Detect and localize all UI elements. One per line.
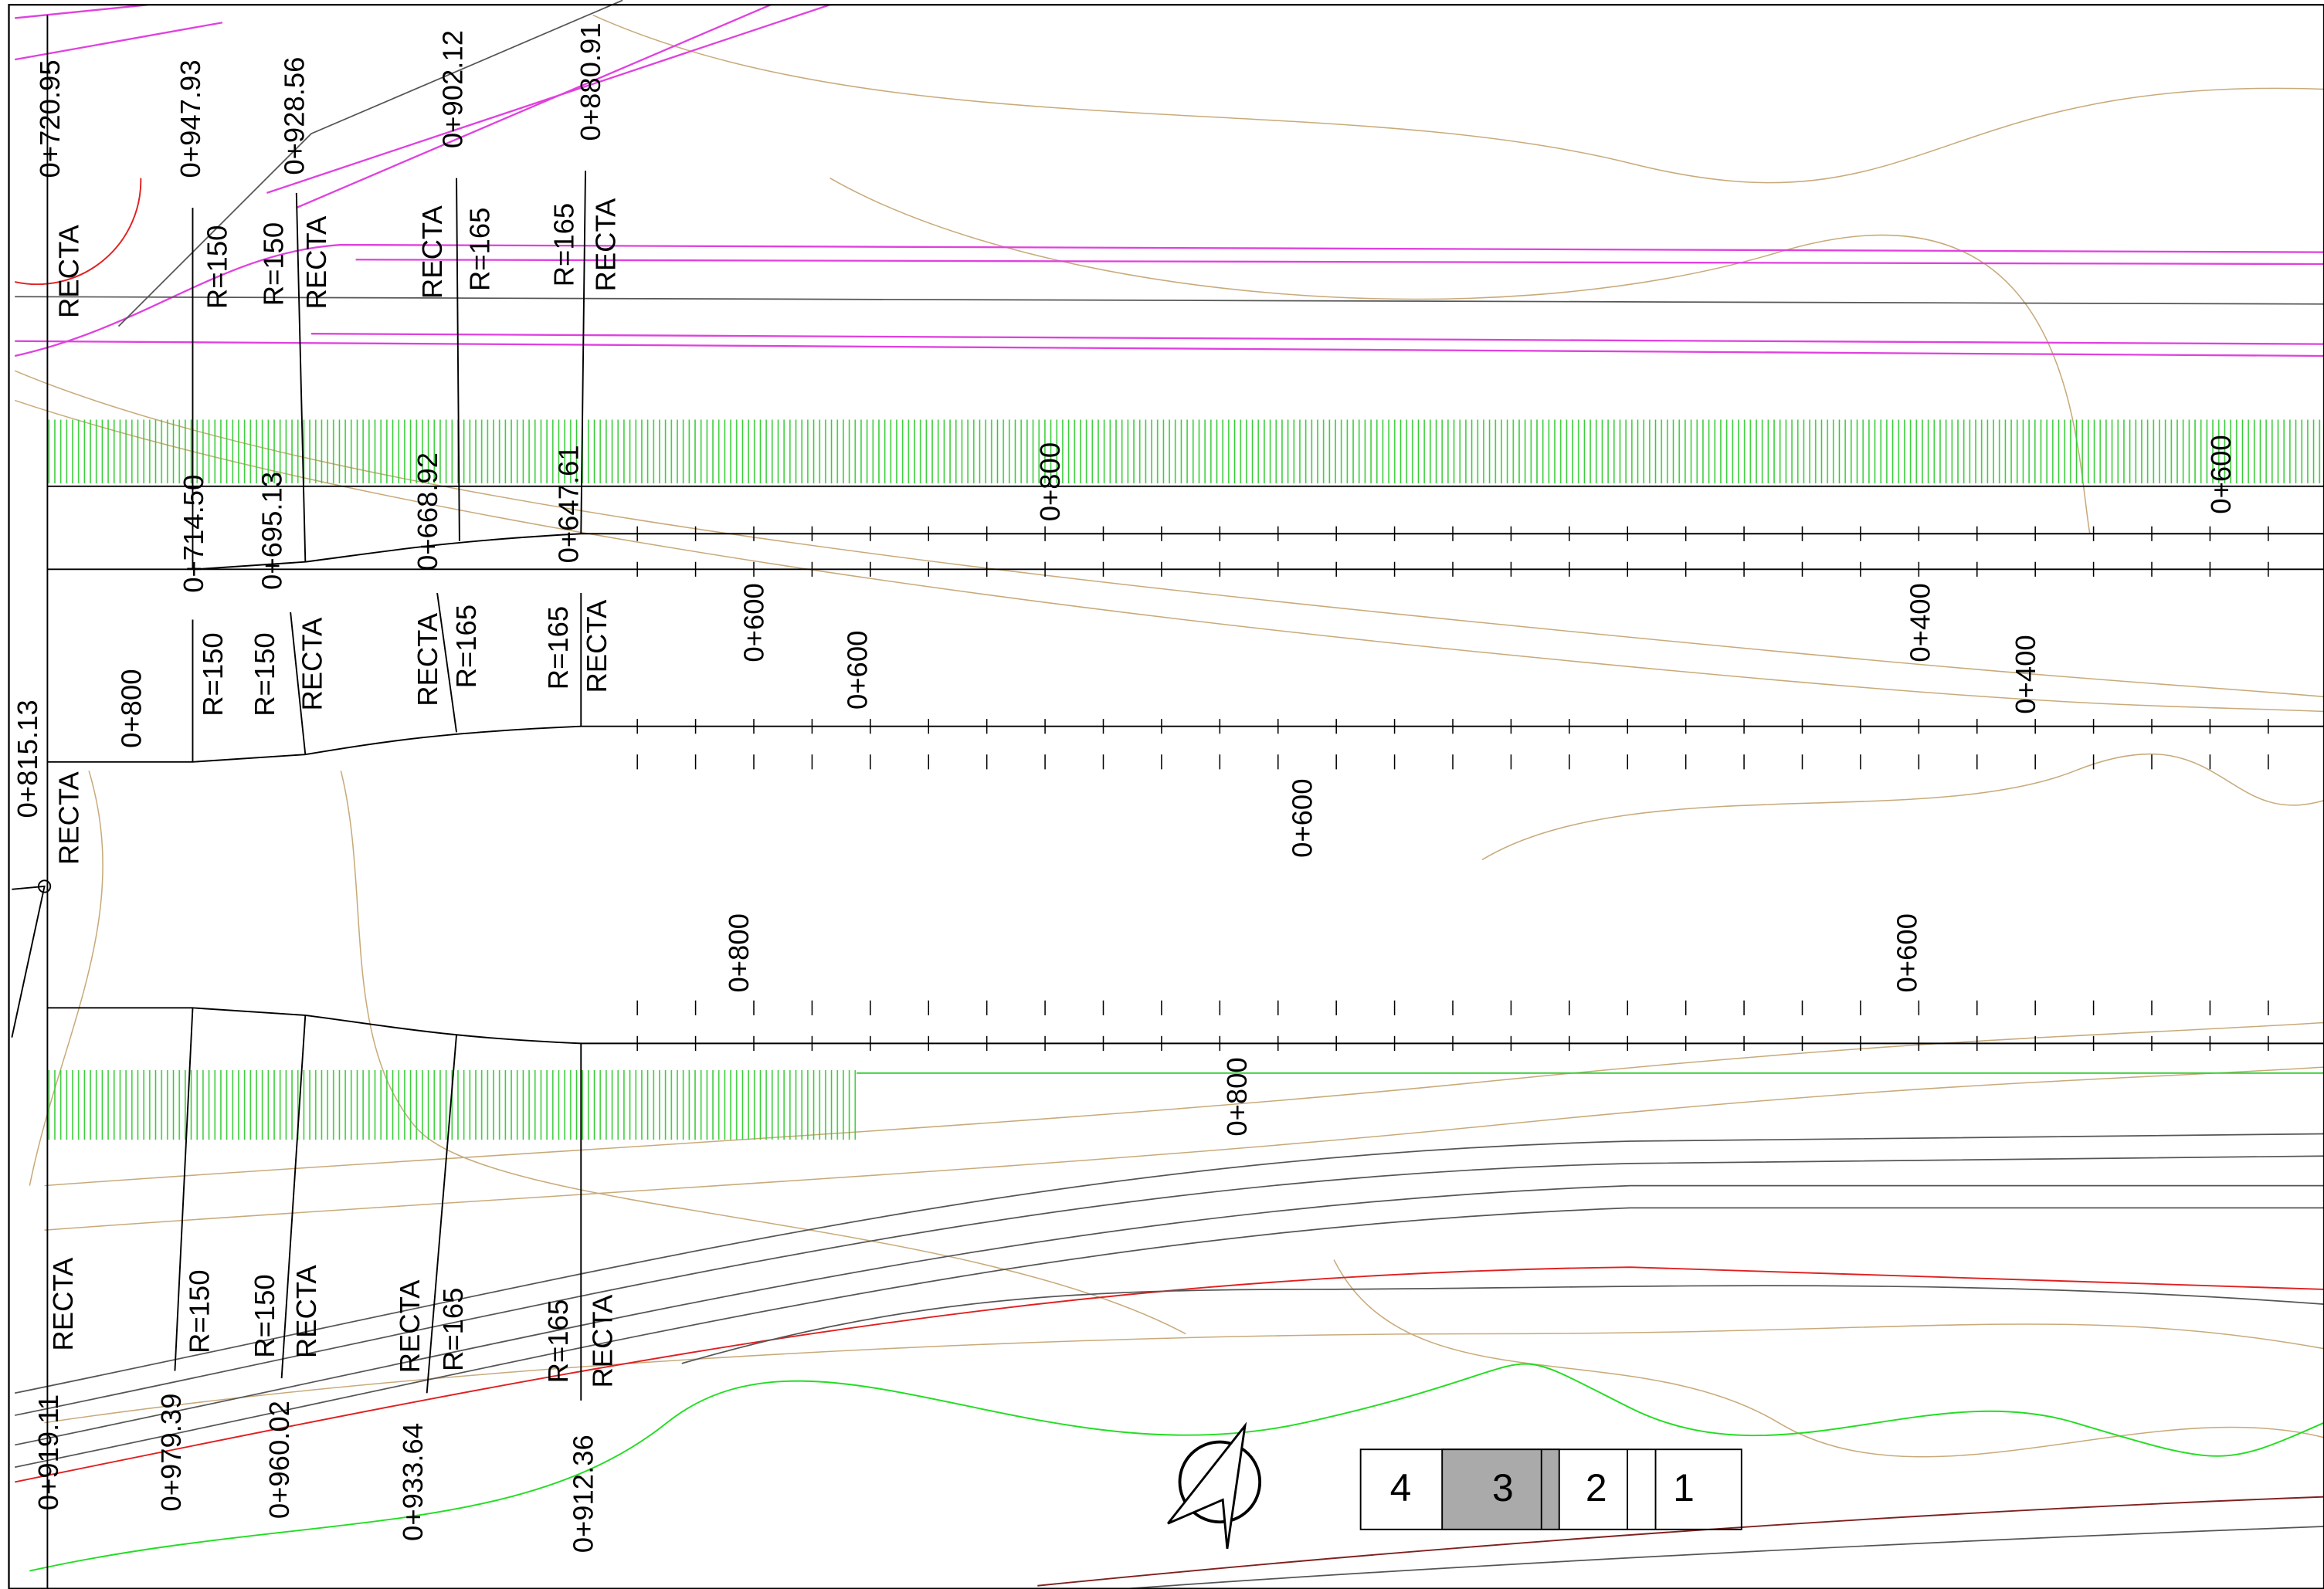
station-label: 0+600: [738, 583, 769, 662]
station-label: 0+695.13: [256, 472, 288, 590]
station-label: RECTA: [394, 1279, 426, 1374]
sheet-number: 1: [1673, 1466, 1695, 1509]
station-label: R=150: [258, 222, 290, 306]
station-label: 0+600: [2205, 435, 2237, 513]
station-label: 0+600: [1891, 913, 1922, 992]
station-label: 0+600: [842, 631, 874, 710]
sheet-index: [1359, 1448, 1742, 1530]
roads: [14, 0, 2324, 1589]
station-label: 0+979.39: [155, 1394, 187, 1512]
station-label: RECTA: [53, 224, 85, 318]
station-label: 0+880.91: [575, 22, 606, 141]
station-label: 0+919.11: [32, 1394, 64, 1510]
station-label: R=150: [249, 1274, 280, 1357]
station-label: R=165: [542, 606, 574, 689]
station-label: RECTA: [581, 599, 612, 693]
station-label: R=150: [197, 632, 229, 716]
station-label: RECTA: [300, 215, 332, 310]
station-label: RECTA: [47, 1257, 79, 1351]
station-label: R=150: [249, 632, 280, 716]
station-label: R=165: [463, 208, 495, 291]
station-label: 0+815.13: [12, 700, 43, 818]
station-label: RECTA: [412, 612, 443, 706]
station-label: 0+400: [2010, 635, 2041, 713]
north-arrow: [1167, 1421, 1262, 1549]
station-label: 0+600: [1286, 779, 1318, 858]
station-label: 0+800: [115, 669, 147, 748]
station-label: RECTA: [416, 205, 448, 300]
sheet-number: 2: [1586, 1466, 1607, 1509]
station-label: 0+933.64: [397, 1423, 429, 1541]
station-label: 0+912.36: [568, 1435, 599, 1553]
station-label: RECTA: [587, 1294, 619, 1388]
sheet-number: 3: [1492, 1466, 1514, 1509]
station-label: 0+720.95: [34, 59, 66, 178]
station-label: 0+668.92: [412, 452, 443, 571]
station-label: 0+714.50: [178, 475, 209, 593]
station-label: R=165: [450, 605, 482, 688]
station-label: RECTA: [53, 771, 85, 866]
station-label: 0+400: [1905, 583, 1936, 662]
station-label: 0+800: [1034, 442, 1066, 521]
station-label: 0+947.93: [175, 59, 206, 178]
station-label: RECTA: [296, 617, 327, 711]
station-label: 0+902.12: [437, 30, 469, 148]
station-label: RECTA: [290, 1265, 322, 1359]
station-label: 0+928.56: [278, 57, 310, 175]
station-label: 0+960.02: [263, 1401, 295, 1519]
station-label: R=165: [548, 203, 580, 286]
station-label: R=150: [202, 225, 233, 309]
embankment-hatch: [47, 419, 2324, 484]
station-label: 0+800: [1221, 1057, 1253, 1136]
alignments: [11, 15, 2324, 1589]
station-label: R=165: [437, 1288, 469, 1371]
station-label: RECTA: [589, 198, 621, 292]
station-label: 0+647.61: [552, 445, 584, 563]
station-label: R=150: [184, 1270, 215, 1354]
station-label: 0+800: [723, 913, 755, 992]
sheet-number: 4: [1390, 1466, 1412, 1509]
station-label: R=165: [542, 1299, 574, 1383]
